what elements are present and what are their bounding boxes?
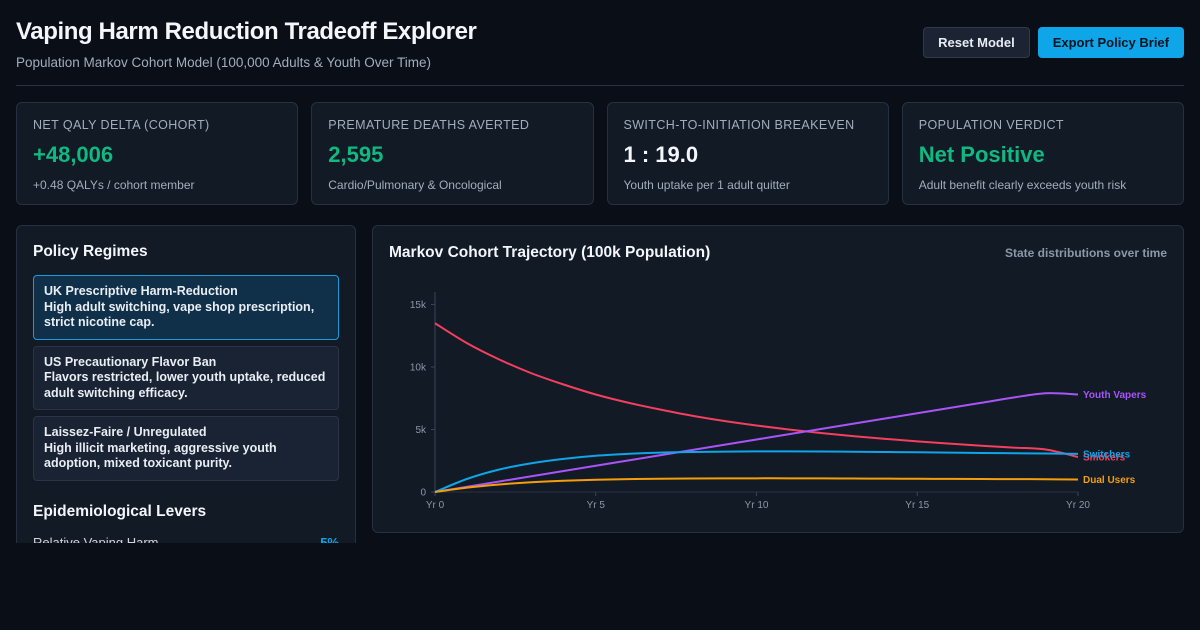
series-label-switchers: Switchers — [1083, 449, 1131, 460]
trajectory-chart: 0 5k 10k 15k Yr 0 Yr 5 Yr 10 Yr 15 Yr 20 Smokers Y… — [410, 292, 1147, 511]
y-tick-label: 10k — [410, 363, 427, 374]
x-tick-label: Yr 10 — [745, 500, 769, 511]
policy-panel-title: Policy Regimes — [33, 243, 148, 260]
regime-option-uk[interactable]: UK Prescriptive Harm-Reduction High adul… — [33, 275, 339, 340]
metric-note: Adult benefit clearly exceeds youth risk — [918, 178, 1127, 192]
series-line-youth-vapers — [434, 392, 1079, 493]
policy-panel: Policy Regimes UK Prescriptive Harm-Redu… — [16, 225, 356, 555]
reset-model-button[interactable]: Reset Model — [923, 27, 1030, 58]
export-policy-brief-button[interactable]: Export Policy Brief — [1037, 27, 1184, 58]
series-line-switchers — [434, 450, 1079, 493]
regime-name: Laissez-Faire / Unregulated — [44, 425, 207, 439]
chart-panel: Markov Cohort Trajectory (100k Populatio… — [372, 225, 1184, 533]
regime-name: UK Prescriptive Harm-Reduction — [44, 284, 238, 298]
metric-note: +0.48 QALYs / cohort member — [33, 178, 195, 192]
metric-value: +48,006 — [33, 142, 114, 167]
regime-option-us[interactable]: US Precautionary Flavor Ban Flavors rest… — [33, 345, 339, 410]
y-tick-label: 15k — [410, 300, 427, 311]
metric-value: 1 : 19.0 — [623, 142, 699, 167]
chart-title: Markov Cohort Trajectory (100k Populatio… — [389, 244, 711, 261]
x-tick-label: Yr 15 — [905, 500, 929, 511]
chart-subtitle: State distributions over time — [1004, 246, 1167, 260]
page-title: Vaping Harm Reduction Tradeoff Explorer — [16, 18, 477, 45]
series-line-dual-users — [434, 477, 1079, 493]
regime-name: US Precautionary Flavor Ban — [44, 354, 217, 369]
x-tick-label: Yr 0 — [426, 500, 445, 511]
metric-note: Youth uptake per 1 adult quitter — [623, 178, 790, 192]
metric-label: Population Verdict — [918, 118, 1064, 132]
regime-option-laissez-faire[interactable]: Laissez-Faire / Unregulated High illicit… — [33, 416, 339, 481]
series-label-smokers: Smokers — [1083, 453, 1126, 464]
regime-description: Flavors restricted, lower youth uptake, … — [44, 370, 326, 400]
metric-label: Premature Deaths Averted — [328, 118, 530, 132]
series-label-dual-users: Dual Users — [1083, 475, 1136, 486]
regime-list: UK Prescriptive Harm-Reduction High adul… — [33, 275, 339, 481]
page-subtitle: Population Markov Cohort Model (100,000 … — [16, 55, 431, 70]
metric-value: Net Positive — [918, 142, 1045, 167]
x-tick-label: Yr 5 — [587, 500, 606, 511]
y-tick-label: 0 — [420, 488, 426, 499]
metric-card-deaths-averted: Premature Deaths Averted 2,595 Cardio/Pu… — [311, 102, 594, 205]
metric-note: Cardio/Pulmonary & Oncological — [328, 178, 502, 192]
levers-title: Epidemiological Levers — [33, 502, 207, 520]
metric-card-qaly: Net QALY Delta (Cohort) +48,006 +0.48 QA… — [16, 102, 299, 205]
metric-card-verdict: Population Verdict Net Positive Adult be… — [901, 102, 1184, 205]
header-actions: Reset Model Export Policy Brief — [923, 27, 1184, 58]
regime-description: High illicit marketing, aggressive youth… — [44, 440, 277, 471]
regime-description: High adult switching, vape shop prescrip… — [44, 299, 315, 330]
viewport-fold — [0, 543, 1200, 630]
x-tick-label: Yr 20 — [1066, 500, 1090, 511]
series-line-smokers — [434, 322, 1079, 458]
page-header: Vaping Harm Reduction Tradeoff Explorer … — [16, 18, 1184, 86]
y-tick-label: 5k — [415, 425, 427, 436]
metric-card-breakeven: Switch-to-Initiation Breakeven 1 : 19.0 … — [606, 102, 889, 205]
metric-cards: Net QALY Delta (Cohort) +48,006 +0.48 QA… — [16, 102, 1184, 205]
metric-label: Switch-to-Initiation Breakeven — [623, 118, 855, 132]
metric-label: Net QALY Delta (Cohort) — [33, 118, 210, 132]
metric-value: 2,595 — [328, 142, 384, 167]
series-label-youth-vapers: Youth Vapers — [1083, 390, 1147, 401]
